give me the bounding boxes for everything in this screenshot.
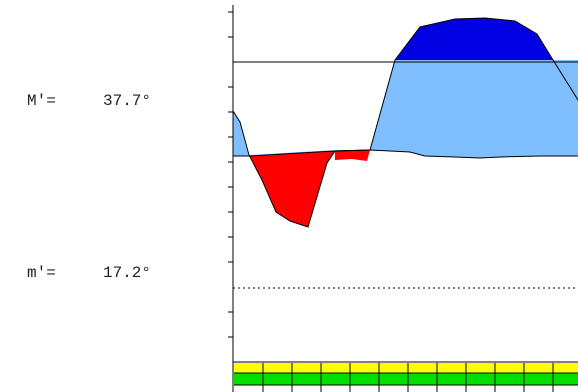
vertical-axis-ticks: [228, 11, 233, 338]
baseline-curve: [233, 149, 578, 159]
color-strip: [234, 363, 578, 392]
color-strip-yellow: [234, 363, 578, 373]
max-value: 37.7°: [103, 92, 152, 110]
min-value: 17.2°: [103, 264, 152, 282]
positive-region-dark: [395, 18, 553, 60]
max-label: M′=: [27, 92, 56, 110]
color-strip-green: [234, 373, 578, 385]
min-label: m′=: [27, 264, 56, 282]
negative-region-small: [335, 150, 370, 161]
positive-region-light: [233, 60, 578, 158]
negative-region-main: [250, 151, 335, 227]
